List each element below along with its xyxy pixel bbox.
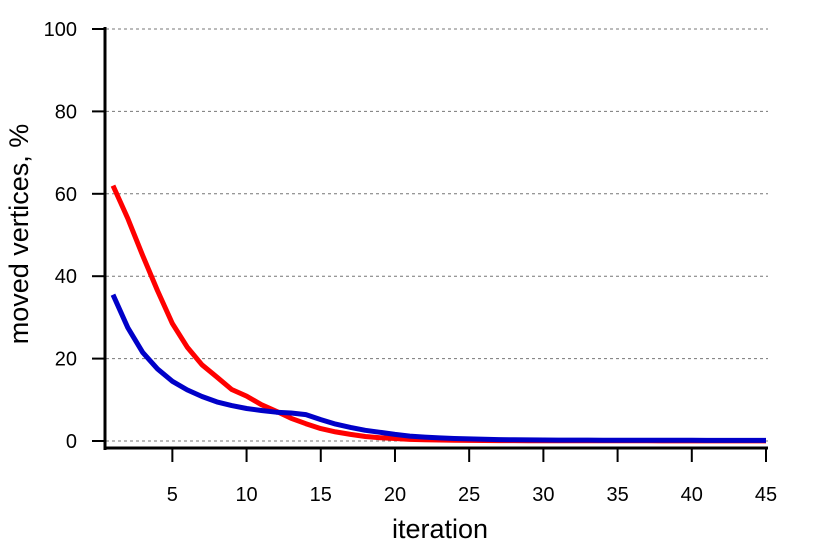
- y-axis-ticks: 0 20 40 60 80 100: [44, 19, 105, 453]
- x-tick-label-15: 15: [310, 484, 332, 506]
- y-tick-label-0: 0: [66, 431, 77, 453]
- y-tick-label-40: 40: [55, 266, 77, 288]
- y-tick-label-60: 60: [55, 184, 77, 206]
- y-axis-title: moved vertices, %: [4, 124, 34, 345]
- x-tick-label-5: 5: [167, 484, 178, 506]
- x-axis-title: iteration: [392, 514, 488, 544]
- series-line-1: [110, 184, 766, 444]
- x-tick-label-40: 40: [681, 484, 703, 506]
- x-tick-label-35: 35: [606, 484, 628, 506]
- y-tick-label-80: 80: [55, 101, 77, 123]
- x-tick-label-10: 10: [235, 484, 257, 506]
- x-axis-ticks: 5 10 15 20 25 30 35 40 45: [167, 448, 777, 506]
- series-line-2: [110, 293, 766, 443]
- x-tick-label-25: 25: [458, 484, 480, 506]
- x-tick-label-20: 20: [384, 484, 406, 506]
- gridlines: [106, 28, 768, 442]
- series-lines: [110, 184, 766, 444]
- x-tick-label-45: 45: [755, 484, 777, 506]
- x-tick-label-30: 30: [532, 484, 554, 506]
- y-tick-label-100: 100: [44, 19, 77, 41]
- y-tick-label-20: 20: [55, 349, 77, 371]
